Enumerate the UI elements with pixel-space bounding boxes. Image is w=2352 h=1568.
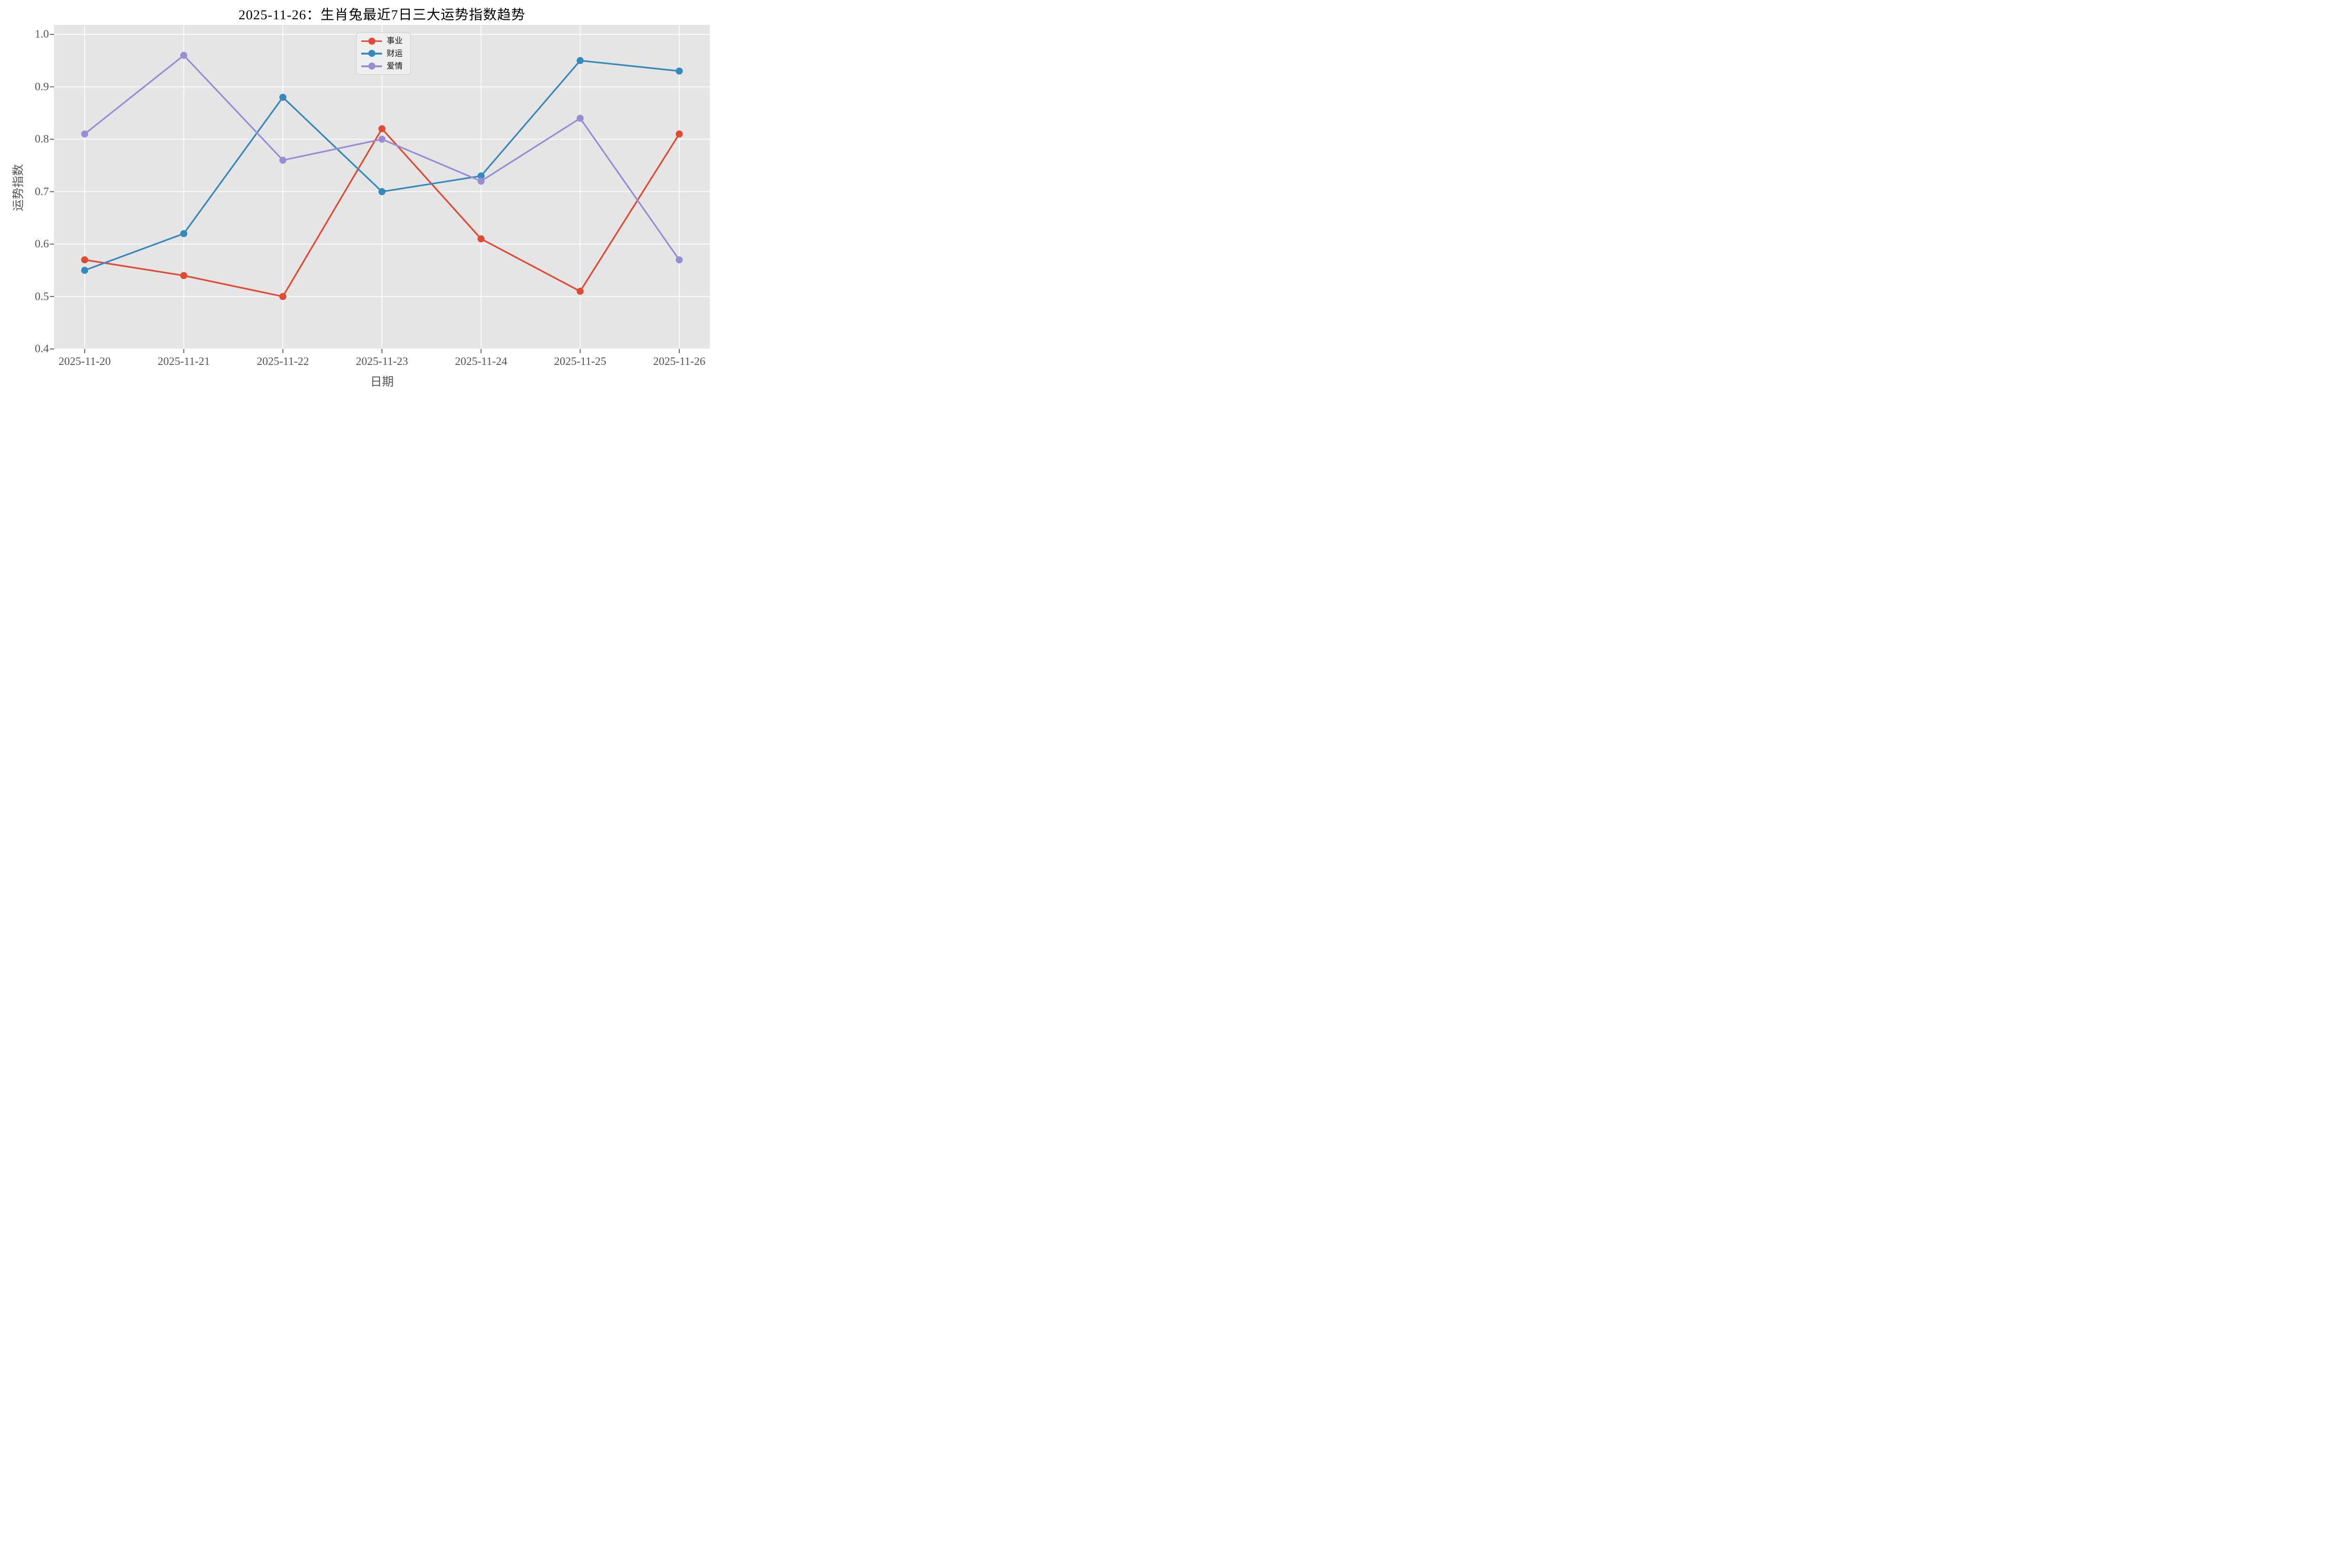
- x-axis-label: 日期: [370, 375, 394, 388]
- data-point: [675, 130, 683, 138]
- chart-title: 2025-11-26：生肖兔最近7日三大运势指数趋势: [238, 8, 525, 23]
- data-point: [180, 230, 188, 238]
- legend-line-dot-icon: [361, 37, 382, 45]
- y-tick-label: 1.0: [35, 28, 49, 41]
- data-point: [279, 157, 286, 164]
- legend: 事业 财运 爱情: [356, 32, 411, 75]
- legend-item: 爱情: [361, 62, 405, 71]
- y-tick-label: 0.5: [35, 290, 49, 303]
- legend-line-dot-icon: [361, 50, 382, 57]
- data-point: [180, 272, 188, 279]
- data-point: [675, 67, 683, 75]
- data-point: [576, 57, 584, 64]
- legend-label: 财运: [387, 48, 403, 58]
- fortune-trend-chart: 2025-11-26：生肖兔最近7日三大运势指数趋势 运势指数 0.4 0.5 0.…: [0, 0, 729, 392]
- x-tick-label: 2025-11-22: [256, 356, 309, 368]
- data-point: [477, 177, 485, 185]
- x-tick-label: 2025-11-23: [356, 356, 408, 368]
- x-tick-label: 2025-11-20: [58, 356, 111, 368]
- y-tick-label: 0.6: [35, 238, 49, 251]
- data-point: [279, 293, 286, 301]
- legend-dot: [368, 63, 375, 70]
- legend-line-dot-icon: [361, 63, 382, 70]
- data-point: [378, 188, 386, 196]
- legend-item: 财运: [361, 49, 405, 58]
- data-point: [675, 256, 683, 263]
- legend-label: 爱情: [387, 61, 403, 71]
- y-tick-label: 0.9: [35, 80, 49, 93]
- data-point: [378, 135, 386, 143]
- data-point: [81, 130, 88, 138]
- data-point: [477, 235, 485, 243]
- x-tick-label: 2025-11-25: [554, 356, 606, 368]
- data-point: [279, 94, 286, 101]
- legend-label: 事业: [387, 36, 403, 46]
- plot-area: [50, 25, 710, 353]
- chart-canvas: [50, 25, 710, 353]
- data-point: [81, 256, 88, 263]
- data-point: [477, 172, 485, 180]
- legend-dot: [368, 50, 375, 57]
- legend-item: 事业: [361, 37, 405, 45]
- data-point: [81, 267, 88, 274]
- data-point: [180, 52, 188, 59]
- y-tick-label: 0.4: [35, 343, 49, 355]
- data-point: [576, 114, 584, 122]
- legend-dot: [368, 37, 375, 45]
- y-tick-label: 0.7: [35, 185, 49, 198]
- x-tick-label: 2025-11-24: [455, 356, 508, 368]
- data-point: [576, 287, 584, 295]
- x-tick-label: 2025-11-26: [653, 356, 706, 368]
- data-point: [378, 125, 386, 133]
- x-tick-label: 2025-11-21: [158, 356, 210, 368]
- y-tick-label: 0.8: [35, 133, 49, 146]
